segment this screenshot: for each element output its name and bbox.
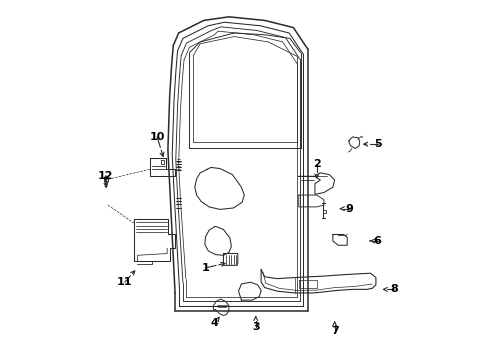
Text: 10: 10	[149, 132, 165, 142]
Text: 1: 1	[202, 263, 209, 273]
Text: 12: 12	[98, 171, 113, 181]
Text: 4: 4	[211, 319, 219, 328]
Text: 9: 9	[345, 204, 353, 214]
Text: 6: 6	[374, 236, 382, 246]
Text: 2: 2	[313, 159, 320, 169]
Text: 8: 8	[390, 284, 398, 294]
Text: 7: 7	[331, 325, 339, 336]
Text: 5: 5	[374, 139, 382, 149]
Text: 11: 11	[117, 277, 133, 287]
Text: 3: 3	[252, 322, 260, 332]
